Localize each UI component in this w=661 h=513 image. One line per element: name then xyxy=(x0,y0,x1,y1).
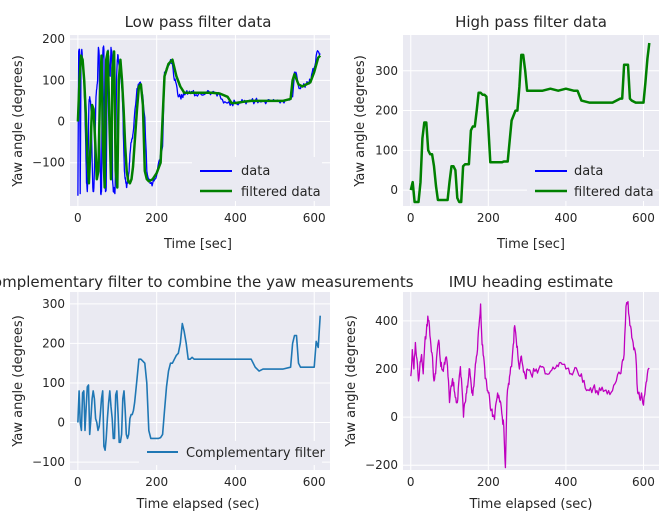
y-tick-label: 0 xyxy=(57,416,65,430)
series-lines xyxy=(76,45,322,196)
y-tick-label: 400 xyxy=(375,314,398,328)
y-tick-labels: −200 0 200 400 xyxy=(365,314,398,472)
legend-label-data: data xyxy=(574,164,603,179)
x-tick-labels: 0 200 400 600 xyxy=(407,475,655,489)
chart-title: Complementary filter to combine the yaw … xyxy=(0,273,414,291)
gridlines xyxy=(70,292,330,470)
legend: data filtered data xyxy=(192,157,322,201)
y-tick-label: 100 xyxy=(375,143,398,157)
x-axis-label: Time [sec] xyxy=(163,237,232,252)
y-tick-label: 200 xyxy=(375,362,398,376)
y-tick-label: 100 xyxy=(42,73,65,87)
chart-title: High pass filter data xyxy=(455,13,607,31)
x-axis-label: Time [sec] xyxy=(496,237,565,252)
y-tick-label: −100 xyxy=(32,156,65,170)
legend: data filtered data xyxy=(527,157,655,201)
y-axis-label: Yaw angle (degrees) xyxy=(11,315,26,448)
x-tick-label: 0 xyxy=(407,475,415,489)
x-tick-label: 0 xyxy=(407,211,415,225)
chart-complementary: 0 200 400 600 −100 0 100 200 300 Complementary … xyxy=(0,273,414,512)
series-line-heading xyxy=(410,300,650,469)
x-tick-label: 200 xyxy=(477,211,500,225)
x-tick-label: 0 xyxy=(74,211,82,225)
legend-label-filtered: filtered data xyxy=(241,185,321,200)
series-line-complementary-filter xyxy=(77,315,321,451)
plot-area xyxy=(70,292,330,470)
y-axis-label: Yaw angle (degrees) xyxy=(353,55,368,188)
chart-imu-heading: 0 200 400 600 −200 0 200 400 IMU heading estim… xyxy=(344,273,659,512)
series-lines xyxy=(77,315,321,451)
x-tick-label: 200 xyxy=(145,211,168,225)
plot-area xyxy=(403,292,659,470)
series-lines xyxy=(410,300,650,469)
series-lines xyxy=(409,42,651,204)
y-axis-label: Yaw angle (degrees) xyxy=(11,55,26,188)
chart-title: Low pass filter data xyxy=(125,13,272,31)
x-tick-label: 200 xyxy=(477,475,500,489)
chart-title: IMU heading estimate xyxy=(449,273,614,291)
y-tick-label: 200 xyxy=(375,104,398,118)
y-tick-label: 200 xyxy=(42,32,65,46)
y-tick-label: 0 xyxy=(57,115,65,129)
x-tick-label: 400 xyxy=(554,475,577,489)
x-tick-label: 400 xyxy=(554,211,577,225)
y-tick-label: 100 xyxy=(42,376,65,390)
y-tick-labels: 0 100 200 300 xyxy=(375,64,398,197)
x-tick-labels: 0 200 400 600 xyxy=(74,475,326,489)
legend-label-filtered: filtered data xyxy=(574,185,654,200)
y-tick-label: −200 xyxy=(365,458,398,472)
x-tick-labels: 0 200 400 600 xyxy=(74,211,326,225)
y-tick-label: 0 xyxy=(390,410,398,424)
y-tick-label: −100 xyxy=(32,455,65,469)
chart-high-pass: 0 200 400 600 0 100 200 300 High pass filter d… xyxy=(353,13,659,252)
x-tick-label: 200 xyxy=(145,475,168,489)
x-axis-label: Time elapsed (sec) xyxy=(136,497,260,512)
y-tick-labels: −100 0 100 200 xyxy=(32,32,65,170)
chart-low-pass: 0 200 400 600 −100 0 100 200 Low pass filter d… xyxy=(11,13,330,252)
x-tick-label: 600 xyxy=(632,475,655,489)
legend-box xyxy=(527,157,655,201)
x-tick-labels: 0 200 400 600 xyxy=(407,211,655,225)
y-tick-label: 300 xyxy=(375,64,398,78)
x-tick-label: 400 xyxy=(224,211,247,225)
legend-label-data: data xyxy=(241,164,270,179)
y-axis-label: Yaw angle (degrees) xyxy=(344,315,359,448)
legend-box xyxy=(192,157,322,201)
legend-label-complementary: Complementary filter xyxy=(186,446,326,461)
y-tick-label: 300 xyxy=(42,297,65,311)
y-tick-labels: −100 0 100 200 300 xyxy=(32,297,65,469)
x-tick-label: 600 xyxy=(632,211,655,225)
series-line-data xyxy=(77,45,321,196)
x-tick-label: 600 xyxy=(303,211,326,225)
gridlines xyxy=(403,292,659,470)
x-axis-label: Time elapsed (sec) xyxy=(469,497,593,512)
x-tick-label: 0 xyxy=(74,475,82,489)
series-line-filtered-data xyxy=(76,50,322,189)
series-line-filtered-data xyxy=(409,42,651,204)
legend: Complementary filter xyxy=(139,441,326,465)
gridlines xyxy=(70,35,330,206)
x-tick-label: 400 xyxy=(224,475,247,489)
x-tick-label: 600 xyxy=(303,475,326,489)
y-tick-label: 200 xyxy=(42,336,65,350)
y-tick-label: 0 xyxy=(390,183,398,197)
gridlines xyxy=(403,35,659,206)
